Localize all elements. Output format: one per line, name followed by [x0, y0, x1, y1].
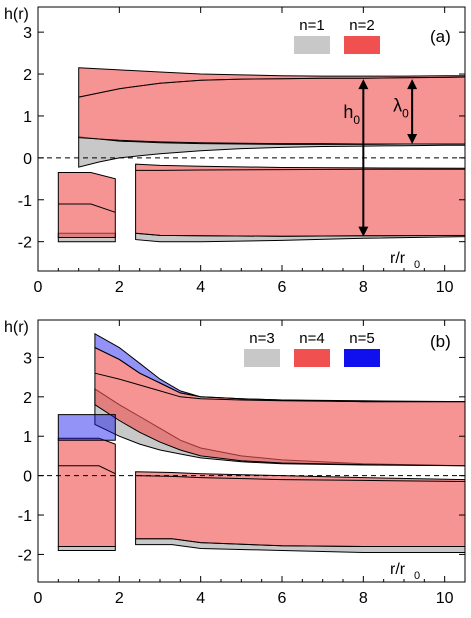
plot-frame	[37, 6, 466, 272]
y-tick-label: 1	[23, 109, 32, 126]
y-tick-label: 3	[23, 25, 32, 42]
series-n=2	[57, 67, 466, 238]
y-axis-label: h(r)	[4, 319, 29, 336]
legend-label: n=4	[299, 330, 324, 347]
y-tick-label: 3	[23, 350, 32, 367]
x-tick-label: 2	[115, 590, 124, 607]
region-n=4-2	[135, 471, 466, 547]
x-axis-label-subscript: 0	[414, 259, 420, 271]
region-n=2-2	[135, 163, 466, 237]
x-tick-label: 8	[359, 279, 368, 296]
legend-swatch	[294, 349, 330, 367]
arrow-head-bottom	[407, 134, 418, 145]
annotation-label-subscript: 0	[353, 113, 360, 127]
y-tick-label: 2	[23, 390, 32, 407]
annotation-label-subscript: 0	[402, 107, 409, 121]
x-tick-label: 10	[436, 279, 454, 296]
series-n=4	[57, 346, 466, 547]
annotation-label: h	[343, 102, 353, 122]
annotation-label: λ	[393, 96, 402, 116]
boundary-curve-0	[58, 203, 116, 213]
region-n=4-0	[57, 437, 116, 547]
y-tick-label: 0	[23, 151, 32, 168]
y-tick-label: 0	[23, 469, 32, 486]
panel-label: (b)	[430, 332, 451, 351]
legend-label: n=5	[349, 330, 374, 347]
x-axis-label-subscript: 0	[414, 570, 420, 582]
y-axis-label: h(r)	[4, 6, 29, 23]
legend-swatch	[244, 349, 280, 367]
y-tick-label: -2	[18, 235, 32, 252]
y-tick-label: -1	[18, 508, 32, 525]
boundary-curve-0	[58, 465, 116, 475]
x-tick-label: 0	[34, 590, 43, 607]
y-tick-label: -1	[18, 193, 32, 210]
panel-b: 0 2 4 6 8 10 -2 -1 0 1 2 3 h(r) r/r 0 (b) n=3 n=4 n=5	[4, 319, 466, 607]
boundary-curve-2	[135, 475, 466, 482]
y-tick-label: 2	[23, 67, 32, 84]
boundary-curve-1	[94, 372, 465, 403]
y-tick-label: -2	[18, 547, 32, 564]
x-tick-label: 8	[359, 590, 368, 607]
x-tick-label: 4	[196, 279, 205, 296]
legend-swatch	[344, 349, 380, 367]
region-n=5-0	[57, 414, 116, 441]
y-tick-label: 1	[23, 429, 32, 446]
x-tick-label: 4	[196, 590, 205, 607]
x-tick-label: 6	[278, 590, 287, 607]
x-axis-label: r/r	[390, 561, 406, 578]
x-tick-label: 2	[115, 279, 124, 296]
arrow-head-bottom	[358, 226, 369, 237]
legend-label: n=3	[249, 330, 274, 347]
x-tick-label: 0	[34, 279, 43, 296]
region-n=2-0	[57, 172, 116, 238]
legend-label: n=2	[349, 17, 374, 34]
x-tick-label: 10	[436, 590, 454, 607]
x-tick-label: 6	[278, 279, 287, 296]
legend-label: n=1	[299, 17, 324, 34]
boundary-curve-1	[78, 76, 466, 98]
region-n=3-0	[57, 546, 116, 551]
legend-swatch	[344, 36, 380, 54]
legend-swatch	[294, 36, 330, 54]
x-axis-label: r/r	[390, 250, 406, 267]
boundary-curve-2	[135, 168, 465, 171]
plot-frame	[37, 319, 466, 583]
arrow-head-top	[358, 79, 369, 90]
arrow-head-top	[407, 79, 418, 90]
panel-label: (a)	[430, 27, 451, 46]
